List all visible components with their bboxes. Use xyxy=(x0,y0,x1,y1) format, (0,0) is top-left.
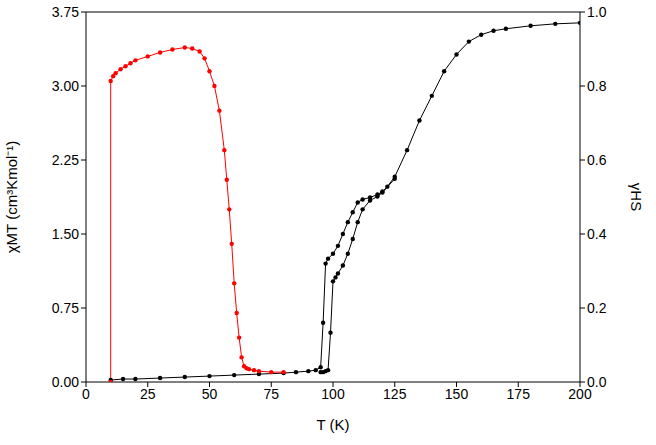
svg-text:125: 125 xyxy=(383,386,407,402)
svg-text:0.4: 0.4 xyxy=(587,226,607,242)
svg-text:150: 150 xyxy=(445,386,469,402)
svg-text:25: 25 xyxy=(140,386,156,402)
svg-text:γHS: γHS xyxy=(628,183,645,211)
svg-text:3.75: 3.75 xyxy=(52,4,79,20)
svg-text:3.00: 3.00 xyxy=(52,78,79,94)
svg-text:0.2: 0.2 xyxy=(587,300,607,316)
svg-text:2.25: 2.25 xyxy=(52,152,79,168)
svg-text:0: 0 xyxy=(82,386,90,402)
svg-text:175: 175 xyxy=(507,386,531,402)
svg-text:200: 200 xyxy=(568,385,592,402)
svg-text:1.50: 1.50 xyxy=(52,226,79,242)
svg-text:0.00: 0.00 xyxy=(52,374,79,390)
svg-text:χMT (cm³Kmol⁻¹): χMT (cm³Kmol⁻¹) xyxy=(3,141,20,254)
svg-text:1.0: 1.0 xyxy=(587,4,607,20)
svg-text:0.75: 0.75 xyxy=(52,300,79,316)
svg-text:75: 75 xyxy=(263,386,279,402)
svg-text:0.6: 0.6 xyxy=(587,152,607,168)
svg-text:0.8: 0.8 xyxy=(587,78,607,94)
svg-text:100: 100 xyxy=(321,386,345,402)
svg-text:0.0: 0.0 xyxy=(587,374,607,390)
svg-text:50: 50 xyxy=(202,386,218,402)
svg-text:T (K): T (K) xyxy=(316,416,349,433)
